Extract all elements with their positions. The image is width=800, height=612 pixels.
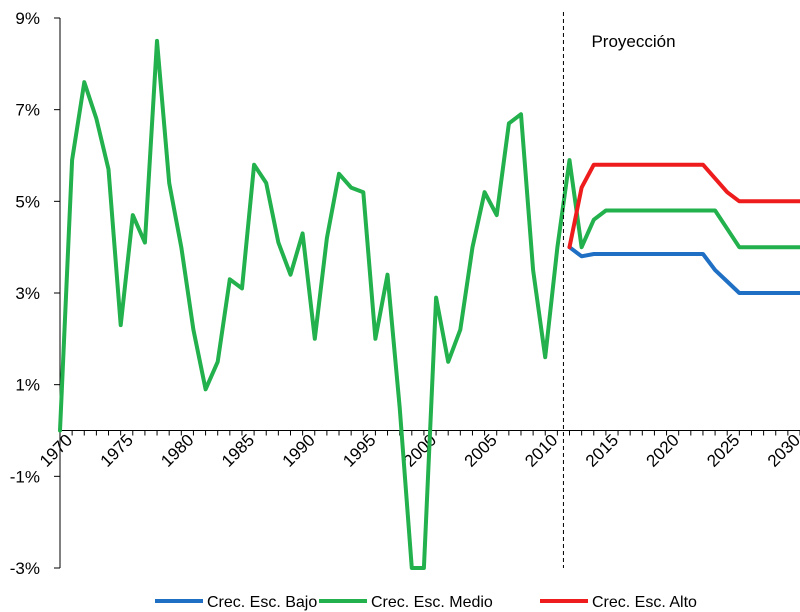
x-tick-label: 1975 [97, 431, 137, 471]
x-tick-label: 2025 [703, 431, 743, 471]
y-tick-label: -3% [10, 559, 40, 578]
legend: Crec. Esc. Bajo Crec. Esc. Medio Crec. Esc… [155, 594, 697, 611]
x-tick-label: 1970 [36, 431, 76, 471]
x-tick-label: 2020 [643, 431, 683, 471]
legend-label: Crec. Esc. Bajo [207, 594, 317, 611]
y-tick-label: 5% [15, 192, 40, 211]
x-tick-label: 1990 [279, 431, 319, 471]
x-tick-label: 2005 [461, 431, 501, 471]
series-line [58, 38, 800, 570]
projection-label: Proyección [591, 32, 675, 51]
y-tick-label: 9% [15, 9, 40, 28]
y-tick-label: -1% [10, 467, 40, 486]
x-tick-label: 1995 [339, 431, 379, 471]
y-tick-label: 1% [15, 376, 40, 395]
x-tick-label: 2030 [764, 431, 800, 471]
x-tick-label: 1985 [218, 431, 258, 471]
plot-series [58, 38, 800, 570]
annotations: Proyección [562, 12, 676, 568]
series-line [567, 162, 800, 250]
x-tick-label: 1980 [157, 431, 197, 471]
legend-label: Crec. Esc. Medio [371, 594, 493, 611]
legend-label: Crec. Esc. Alto [592, 594, 697, 611]
x-tick-label: 2010 [521, 431, 561, 471]
y-tick-label: 7% [15, 101, 40, 120]
x-tick-label: 2015 [582, 431, 622, 471]
y-tick-label: 3% [15, 284, 40, 303]
series-line [567, 245, 800, 295]
